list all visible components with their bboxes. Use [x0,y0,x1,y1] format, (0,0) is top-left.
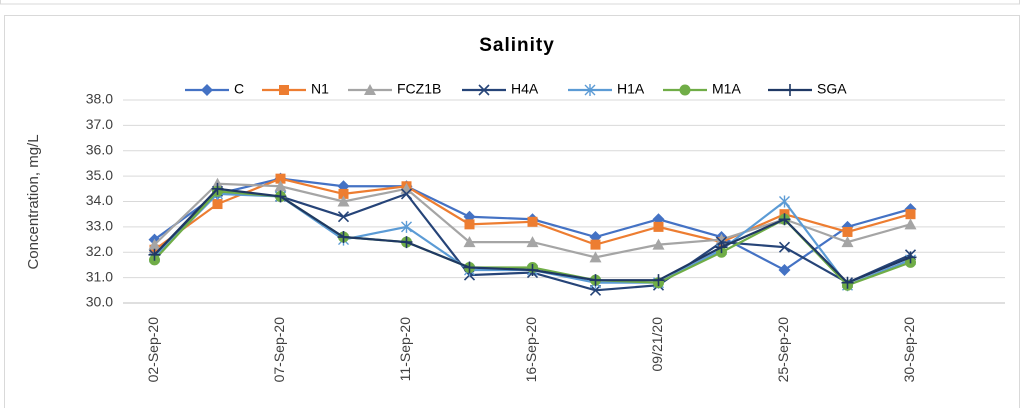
marker [778,213,791,226]
chart-frame [4,15,1020,408]
y-tick-label: 37.0 [86,116,113,132]
marker [463,261,476,274]
x-tick-label: 30-Sep-20 [901,317,917,383]
marker [841,276,854,289]
marker [778,264,791,277]
marker [201,84,213,96]
y-tick-label: 31.0 [86,268,113,284]
legend-label: N1 [311,81,329,97]
marker [842,226,853,237]
y-tick-label: 30.0 [86,294,113,310]
marker [526,236,539,248]
x-tick-label: 11-Sep-20 [397,317,413,382]
marker [905,209,916,220]
legend-label: M1A [712,81,741,97]
marker [275,173,286,184]
marker [589,251,602,263]
x-tick-label: 02-Sep-20 [145,317,161,383]
x-tick-label: 07-Sep-20 [271,317,287,383]
legend-label: H4A [511,81,539,97]
marker [841,236,854,248]
y-tick-label: 36.0 [86,141,113,157]
x-tick-label: 16-Sep-20 [523,317,539,383]
marker [653,221,664,232]
legend-label: C [234,81,244,97]
marker [590,239,601,250]
marker [715,241,728,254]
marker [652,274,665,287]
y-tick-label: 38.0 [86,91,113,107]
marker [463,236,476,248]
marker [584,84,596,96]
marker [274,180,287,192]
y-tick-label: 35.0 [86,167,113,183]
marker [279,85,289,95]
y-axis-title: Concentration, mg/L [25,134,42,269]
marker [526,264,539,277]
legend-label: FCZ1B [397,81,441,97]
y-tick-label: 34.0 [86,192,113,208]
marker [338,188,349,199]
x-tick-label: 25-Sep-20 [775,317,791,383]
top-frame [0,0,1020,5]
legend-label: SGA [817,81,847,97]
marker [779,195,790,208]
chart-title: Salinity [479,35,555,56]
marker [904,218,917,230]
marker [337,195,350,207]
marker [464,219,475,230]
marker [148,248,161,261]
marker [212,199,223,210]
marker [400,188,413,200]
marker [401,220,412,233]
marker [679,84,691,96]
marker [589,274,602,287]
marker [904,251,917,264]
marker [364,84,376,95]
marker [400,236,413,249]
marker [478,84,490,96]
y-tick-label: 32.0 [86,243,113,259]
x-tick-label: 09/21/20 [649,317,665,372]
marker [778,241,791,253]
marker [652,238,665,250]
marker [784,84,796,96]
marker [148,238,161,250]
marker [337,211,350,223]
y-tick-label: 33.0 [86,218,113,234]
marker [527,216,538,227]
marker [211,182,224,195]
marker [337,231,350,244]
legend-label: H1A [617,81,645,97]
marker [274,190,287,203]
